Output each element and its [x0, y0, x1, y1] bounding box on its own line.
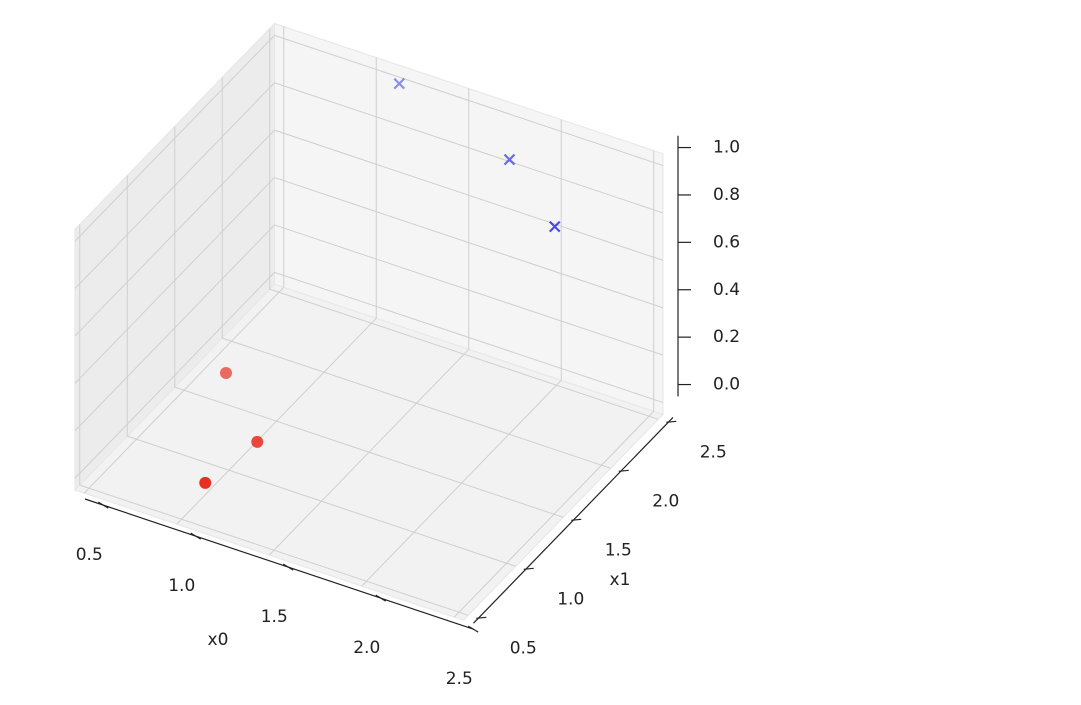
grid-line	[274, 224, 664, 356]
grid-line	[222, 337, 611, 469]
y-axis-title: x1	[610, 570, 631, 590]
x-tick-label: 2.0	[353, 638, 380, 658]
y-tick-label: 1.0	[557, 589, 584, 609]
x-tick-label: 0.5	[76, 545, 103, 565]
y-tick-label: 2.0	[652, 491, 679, 511]
grid-line	[74, 224, 275, 432]
grid-line	[74, 82, 275, 289]
z-tick-label: 0.2	[713, 327, 740, 347]
grid-line	[274, 82, 664, 214]
z-tick-label: 0.0	[713, 375, 740, 395]
y-tick-label: 2.5	[700, 442, 727, 462]
grid-line	[274, 271, 664, 404]
x-axis-title: x0	[208, 630, 229, 650]
point	[393, 77, 406, 90]
grid-line	[127, 435, 516, 567]
grid-line	[174, 386, 564, 518]
y-tick-label: 0.5	[510, 638, 537, 658]
z-tick-label: 1.0	[713, 138, 740, 158]
z-tick-label: 0.8	[713, 185, 740, 205]
x-tick-label: 2.5	[446, 669, 473, 689]
grid-line	[274, 177, 664, 309]
grid-line	[274, 129, 664, 261]
grid-line	[74, 177, 275, 384]
x-axis-line	[84, 498, 474, 630]
grid-line	[274, 34, 664, 167]
z-tick-label: 0.4	[713, 280, 740, 300]
x-tick-label: 1.0	[168, 576, 195, 596]
grid-line	[79, 484, 469, 616]
y-tick-label: 1.5	[605, 540, 632, 560]
point	[503, 153, 516, 166]
point	[548, 220, 561, 233]
z-tick-label: 0.6	[713, 232, 740, 252]
point	[220, 366, 232, 379]
point	[199, 476, 212, 489]
x-tick-label: 1.5	[261, 607, 288, 627]
point	[251, 435, 264, 448]
grid-line	[74, 272, 275, 479]
grid-line	[74, 35, 275, 242]
grid-line	[74, 129, 275, 337]
y-axis-line	[473, 416, 674, 624]
grid-line	[269, 288, 659, 420]
